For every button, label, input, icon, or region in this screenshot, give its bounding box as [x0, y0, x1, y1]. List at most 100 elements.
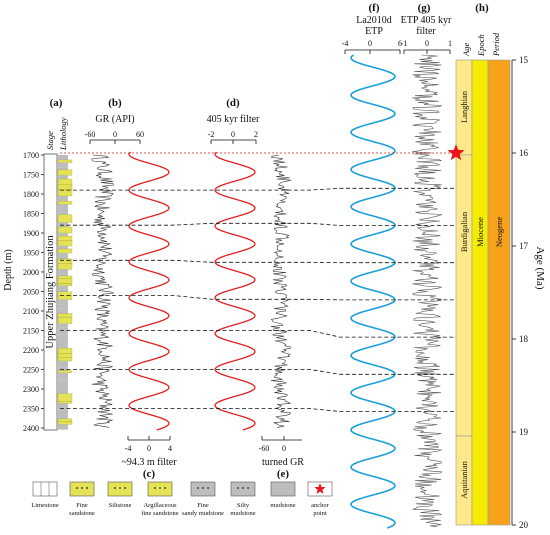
gr-log-curve — [91, 154, 115, 428]
age-tick-label: 16 — [519, 148, 529, 158]
litho-sandstone-bed — [57, 370, 73, 373]
litho-mudstone-bed — [58, 212, 68, 215]
legend-swatch-pattern — [86, 487, 88, 489]
legend-swatch-pattern — [207, 487, 209, 489]
litho-mudstone-bed — [58, 255, 68, 259]
legend-label: mudstone — [270, 502, 295, 509]
panel-label-g: (g) — [418, 2, 431, 14]
litho-mudstone-bed — [58, 372, 68, 379]
litho-sandstone-bed — [57, 178, 73, 186]
age-tick-label: 18 — [519, 334, 529, 344]
age-axis-label: Age (Ma) — [534, 246, 546, 289]
depth-tick-label: 2000 — [23, 268, 39, 277]
depth-tick-label: 1800 — [23, 190, 39, 199]
la-tick--4: -4 — [342, 39, 349, 48]
litho-mudstone-bed — [58, 195, 68, 202]
miocene-label: Miocene — [475, 217, 485, 247]
legend-swatch-pattern — [159, 487, 161, 489]
legend-swatch-pattern — [114, 487, 116, 489]
cycle-correlation-line — [60, 408, 456, 412]
turned-gr-axis-title: turned GR — [262, 457, 304, 468]
litho-sandstone-bed — [57, 240, 73, 247]
panel-label-a: (a) — [50, 97, 63, 109]
legend-label: point — [313, 510, 327, 517]
panel-label-e: (e) — [277, 468, 290, 480]
legend-item-limestone: Limestone — [31, 481, 59, 509]
litho-mudstone-bed — [58, 269, 68, 276]
depth-axis: 1700 1750 1800 1850 1900 1950 2000 2050 2100 2150… — [23, 151, 44, 433]
depth-tick-label: 2300 — [23, 385, 39, 394]
litho-mudstone-bed — [58, 323, 68, 328]
period-col-header: Period — [491, 32, 501, 57]
panel-label-d: (d) — [226, 97, 240, 109]
legend-label: anchor — [311, 502, 330, 509]
legend-label: Siltstone — [109, 502, 132, 509]
depth-tick-label: 1850 — [23, 210, 39, 219]
legend-swatch-pattern — [197, 487, 199, 489]
litho-sandstone-bed — [57, 235, 73, 241]
litho-sandstone-bed — [57, 258, 73, 264]
legend-swatch — [230, 481, 256, 497]
litho-sandstone-bed — [57, 226, 73, 234]
legend-label: mudstone — [230, 510, 255, 517]
legend-swatch-pattern — [164, 487, 166, 489]
gr-axis: GR (API) -60 0 60 — [85, 114, 144, 144]
depth-axis-label: Depth (m) — [3, 249, 14, 290]
filter-94-curve — [128, 151, 170, 431]
langhian-label: Langhian — [459, 90, 469, 123]
cycle-correlation-line — [60, 295, 456, 301]
f405-tick-0: 0 — [231, 130, 235, 139]
gr-axis-title: GR (API) — [95, 114, 134, 125]
litho-sandstone-bed — [57, 214, 73, 223]
litho-sandstone-bed — [57, 263, 73, 270]
gr-tick--60: -60 — [85, 130, 96, 139]
panel-label-b: (b) — [108, 97, 122, 109]
legend-item-mudstone: mudstone — [270, 481, 296, 509]
legend-label: sandstone — [69, 510, 95, 517]
cycle-correlation-line — [60, 222, 456, 226]
depth-tick-label: 1950 — [23, 249, 39, 258]
litho-sandstone-bed — [57, 248, 73, 254]
depth-tick-label: 1750 — [23, 171, 39, 180]
legend-swatch — [69, 481, 95, 497]
panel-label-h: (h) — [475, 2, 489, 14]
litho-mudstone-bed — [58, 334, 68, 342]
litho-sandstone-bed — [57, 278, 73, 284]
cycle-correlation-line — [60, 369, 456, 375]
etp-tick-1: 1 — [448, 39, 452, 48]
gr-tick-60: 60 — [136, 130, 144, 139]
depth-tick-label: 2250 — [23, 366, 39, 375]
gr-tick-0: 0 — [113, 130, 117, 139]
depth-tick-label: 2100 — [23, 307, 39, 316]
litho-mudstone-bed — [58, 233, 68, 237]
depth-tick-label: 2150 — [23, 327, 39, 336]
formation-label: Upper Zhujiang Formation — [45, 235, 56, 349]
litho-sandstone-bed — [57, 418, 73, 423]
etp405-title-2: filter — [416, 26, 436, 37]
legend-label: Limestone — [31, 502, 59, 509]
age-tick-label: 17 — [519, 241, 529, 251]
legend-swatch-pattern — [124, 487, 126, 489]
depth-tick-label: 1700 — [23, 151, 39, 160]
age-col-header: Age — [461, 43, 471, 57]
f94-tick-4: 4 — [168, 444, 172, 453]
anchor-star — [447, 144, 465, 161]
lithology-header: Lithology — [58, 117, 68, 151]
tgr-tick-0: 0 — [282, 444, 286, 453]
stage-burdigalian — [455, 154, 473, 437]
depth-tick-label: 2200 — [23, 346, 39, 355]
la-tick-6: 6 — [398, 39, 402, 48]
litho-mudstone-bed — [58, 378, 68, 381]
etp405-title-1: ETP 405 kyr — [401, 15, 452, 26]
legend-swatch-pattern — [237, 487, 239, 489]
legend-swatch-pattern — [242, 487, 244, 489]
legend-swatch-pattern — [154, 487, 156, 489]
etp-tick--1: -1 — [401, 39, 408, 48]
legend-swatch-pattern — [76, 487, 78, 489]
epoch-col-header: Epoch — [476, 34, 486, 57]
filter-94-axis-title: ~94.3 m filter — [121, 457, 177, 468]
litho-sandstone-bed — [57, 357, 73, 362]
